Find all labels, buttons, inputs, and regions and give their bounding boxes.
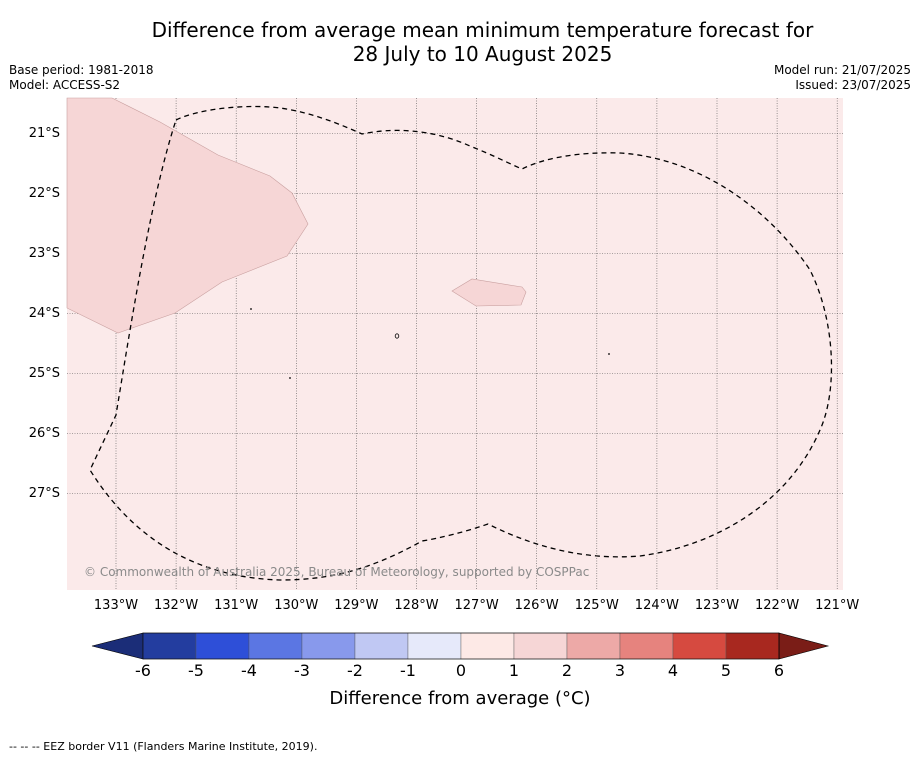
colorbar-tick-label: -4 bbox=[241, 661, 257, 680]
colorbar-tick-label: 2 bbox=[561, 661, 573, 680]
chart-title: Difference from average mean minimum tem… bbox=[100, 18, 865, 66]
title-line-1: Difference from average mean minimum tem… bbox=[151, 18, 814, 42]
colorbar-segment bbox=[513, 632, 568, 660]
colorbar-over-arrow bbox=[778, 632, 830, 660]
colorbar-tick-label: -1 bbox=[400, 661, 416, 680]
colorbar-tick-label: 4 bbox=[667, 661, 679, 680]
latitude-label: 24°S bbox=[28, 305, 60, 321]
longitude-label: 123°W bbox=[694, 598, 740, 613]
island-marker bbox=[289, 377, 291, 379]
anomaly-patch-west bbox=[66, 97, 309, 334]
latitude-label: 26°S bbox=[28, 425, 60, 441]
longitude-label: 130°W bbox=[274, 598, 319, 613]
longitude-label: 122°W bbox=[755, 598, 800, 613]
model-text: Model: ACCESS-S2 bbox=[9, 78, 121, 92]
longitude-label: 125°W bbox=[574, 598, 619, 613]
colorbar-tick-label: 0 bbox=[455, 661, 467, 680]
colorbar-tick-label: -5 bbox=[188, 661, 204, 680]
longitude-label: 133°W bbox=[93, 598, 139, 613]
anomaly-patch-center bbox=[451, 278, 527, 307]
colorbar-outline bbox=[142, 632, 780, 660]
model-run-text: Model run: 21/07/2025 bbox=[773, 63, 911, 77]
colorbar bbox=[91, 632, 830, 660]
colorbar-segment bbox=[460, 632, 515, 660]
meta-right: Model run: 21/07/2025 Issued: 23/07/2025 bbox=[774, 63, 911, 93]
latitude-label: 21°S bbox=[28, 125, 60, 141]
latitude-label: 25°S bbox=[28, 365, 60, 381]
colorbar-under-arrow bbox=[91, 632, 144, 660]
graticule bbox=[67, 98, 843, 590]
colorbar-title: Difference from average (°C) bbox=[329, 688, 591, 709]
longitude-label: 124°W bbox=[634, 598, 679, 613]
eez-legend-note: -- -- -- EEZ border V11 (Flanders Marine… bbox=[9, 740, 318, 753]
longitude-label: 127°W bbox=[454, 598, 499, 613]
colorbar-segment bbox=[142, 632, 197, 660]
latitude-label: 23°S bbox=[28, 245, 60, 261]
colorbar-segment bbox=[407, 632, 462, 660]
colorbar-segment bbox=[248, 632, 303, 660]
colorbar-tick-label: 6 bbox=[773, 661, 785, 680]
colorbar-tick-label: 3 bbox=[614, 661, 626, 680]
title-line-2: 28 July to 10 August 2025 bbox=[352, 42, 613, 66]
island-marker bbox=[394, 333, 400, 339]
colorbar-segment bbox=[672, 632, 727, 660]
colorbar-tick-label: 1 bbox=[508, 661, 520, 680]
longitude-label: 128°W bbox=[394, 598, 439, 613]
colorbar-segment bbox=[619, 632, 674, 660]
colorbar-tick-label: -3 bbox=[294, 661, 310, 680]
base-period-text: Base period: 1981-2018 bbox=[9, 63, 154, 77]
colorbar-segment bbox=[195, 632, 250, 660]
island-marker bbox=[608, 353, 610, 355]
island-marker bbox=[250, 308, 252, 310]
small-islands bbox=[250, 308, 610, 379]
copyright-notice: © Commonwealth of Australia 2025, Bureau… bbox=[84, 565, 590, 579]
meta-left: Base period: 1981-2018 Model: ACCESS-S2 bbox=[9, 63, 154, 93]
colorbar-segment bbox=[354, 632, 409, 660]
colorbar-tick-label: -2 bbox=[347, 661, 363, 680]
colorbar-segment bbox=[301, 632, 356, 660]
colorbar-segment bbox=[725, 632, 780, 660]
longitude-label: 131°W bbox=[214, 598, 259, 613]
longitude-label: 129°W bbox=[334, 598, 379, 613]
colorbar-segment bbox=[566, 632, 621, 660]
issued-text: Issued: 23/07/2025 bbox=[795, 78, 911, 92]
latitude-label: 27°S bbox=[28, 485, 60, 501]
longitude-label: 126°W bbox=[514, 598, 559, 613]
longitude-label: 121°W bbox=[815, 598, 860, 613]
colorbar-tick-label: -6 bbox=[135, 661, 151, 680]
latitude-label: 22°S bbox=[28, 185, 60, 201]
longitude-label: 132°W bbox=[154, 598, 199, 613]
colorbar-tick-label: 5 bbox=[720, 661, 732, 680]
